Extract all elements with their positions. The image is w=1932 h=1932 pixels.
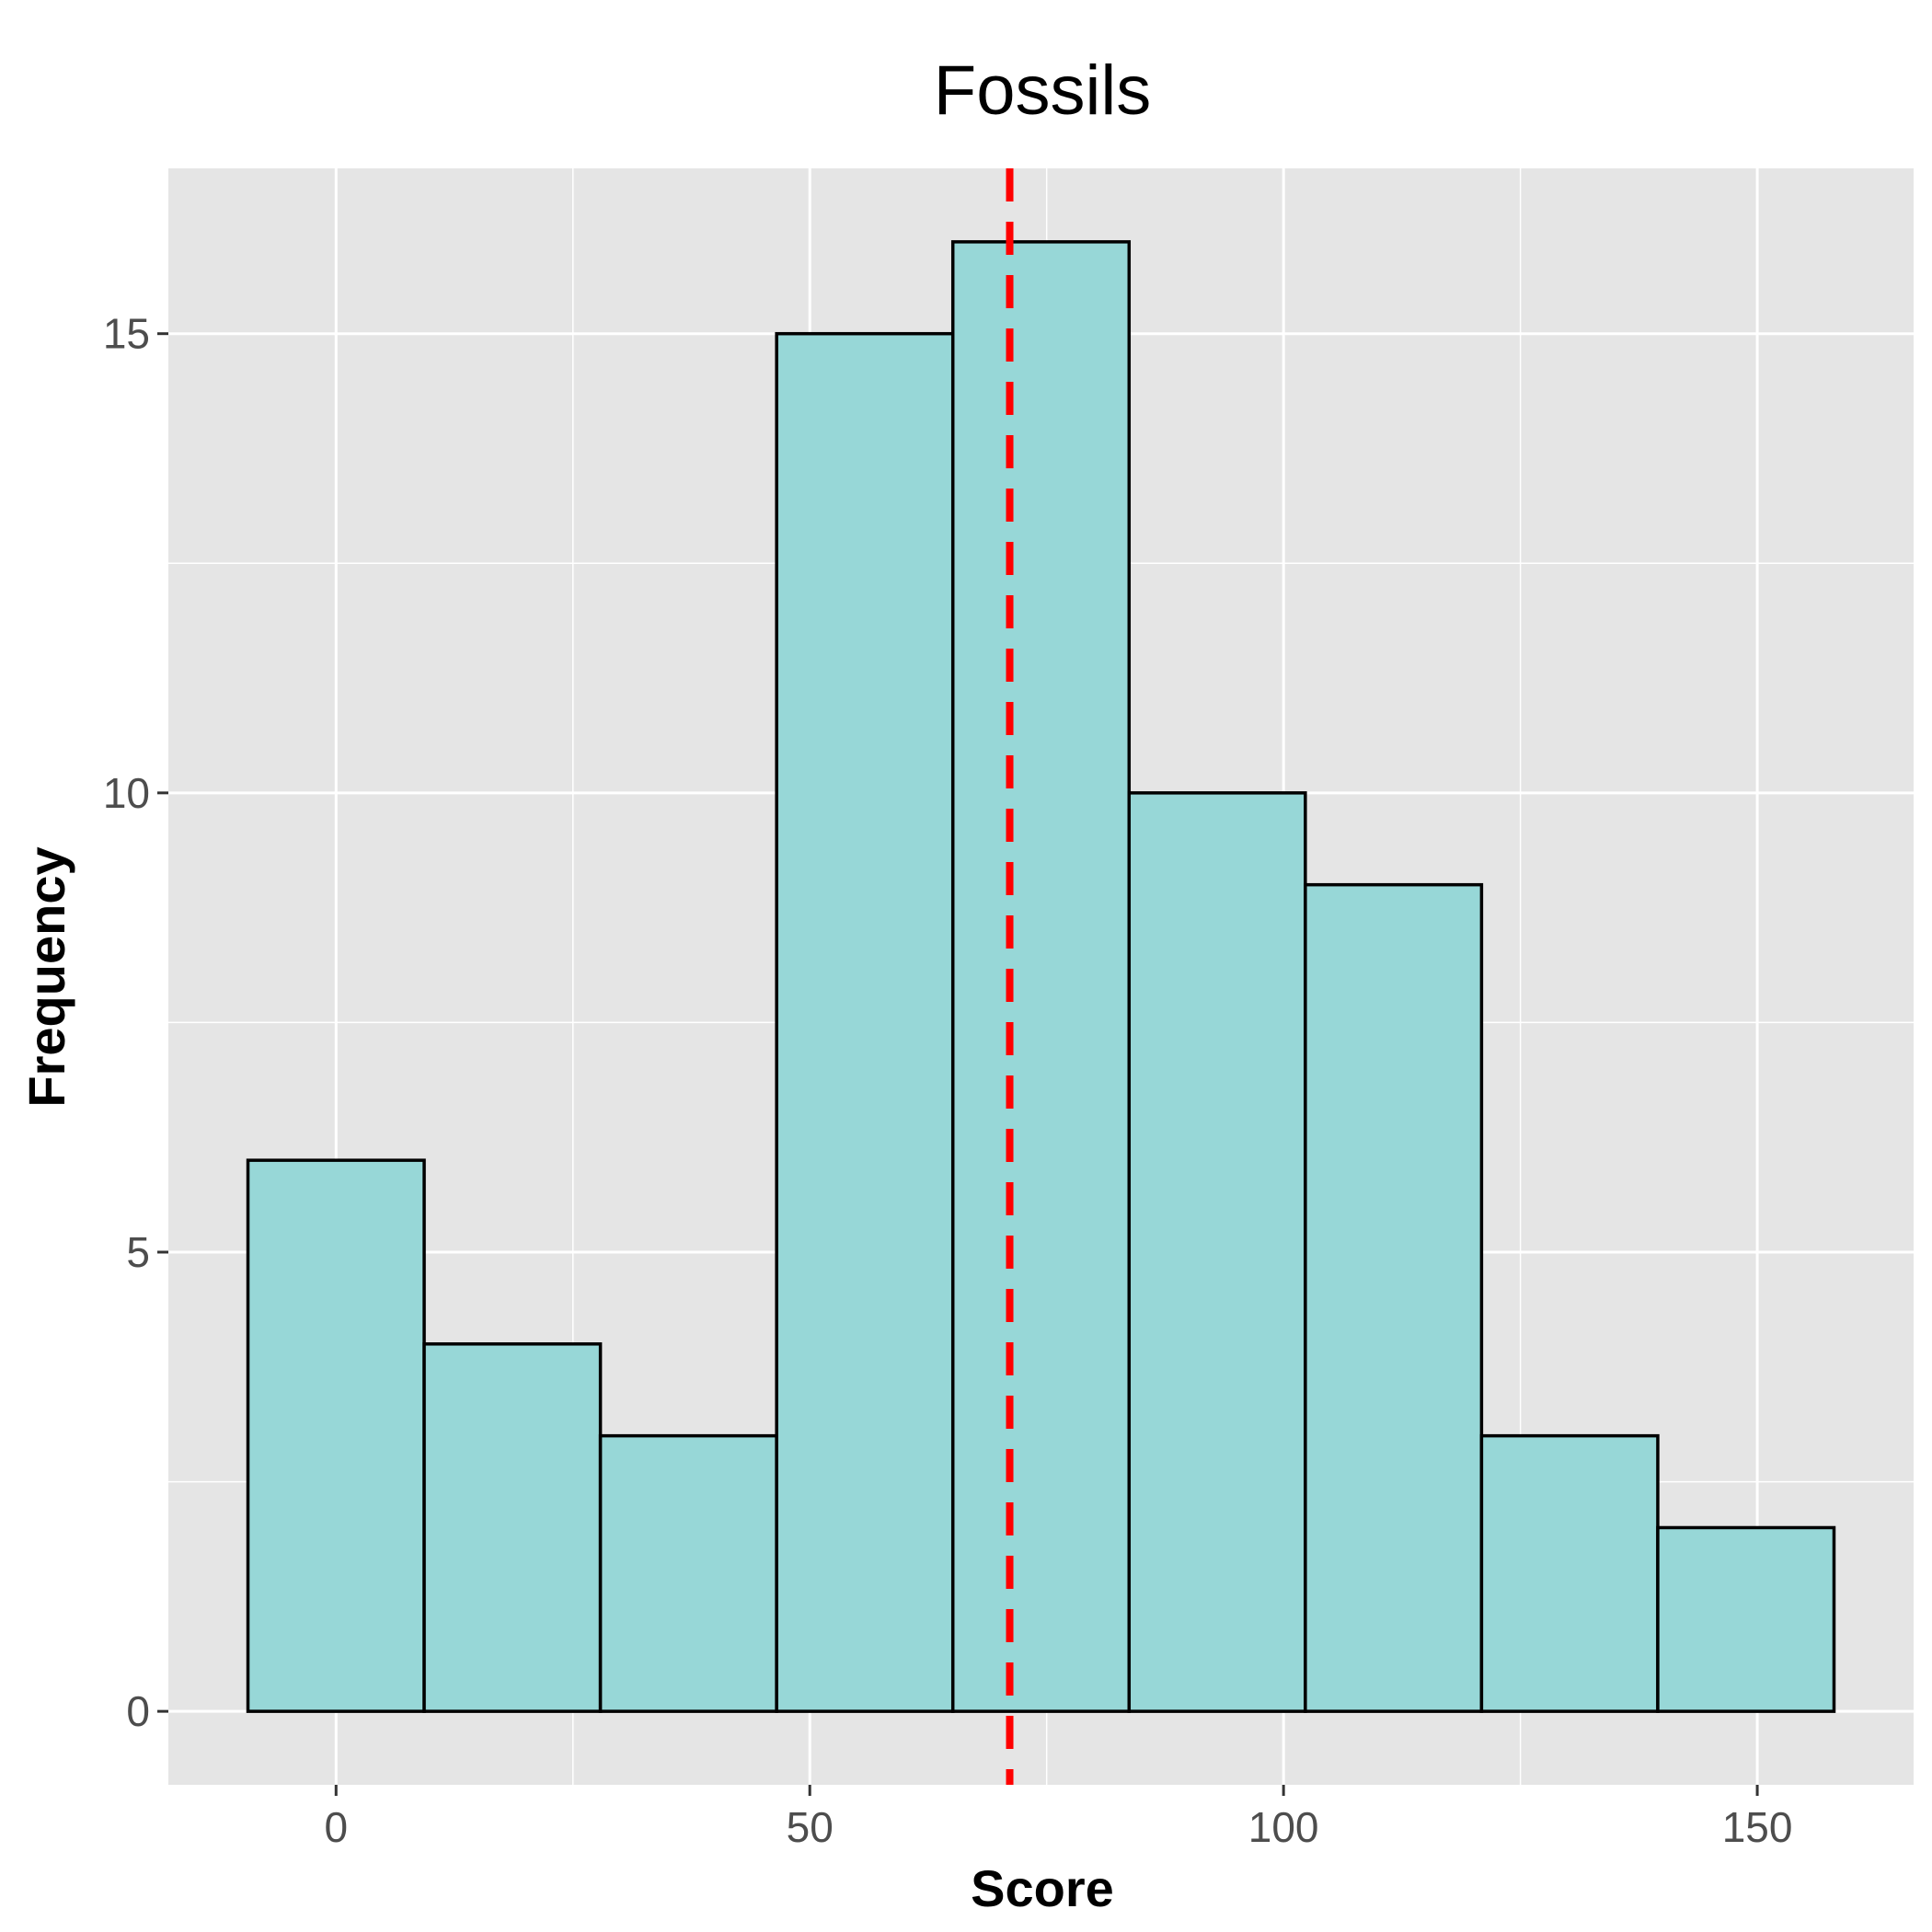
y-axis-title: Frequency: [17, 846, 75, 1107]
x-tick-label: 50: [787, 1803, 834, 1851]
x-axis-title: Score: [971, 1859, 1114, 1917]
histogram-bar: [950, 240, 1132, 1713]
y-tick-label: 5: [126, 1228, 150, 1276]
histogram-bar: [598, 1433, 778, 1713]
y-axis-ticks: 0 5 10 15: [103, 310, 168, 1735]
histogram-bar: [246, 1158, 426, 1713]
x-tick-label: 150: [1722, 1803, 1793, 1851]
x-tick-label: 100: [1248, 1803, 1319, 1851]
histogram-bar: [775, 331, 955, 1713]
histogram-bar: [1479, 1433, 1660, 1713]
histogram-bar: [1656, 1525, 1836, 1713]
x-tick-label: 0: [324, 1803, 348, 1851]
histogram-bar: [422, 1342, 603, 1713]
x-axis-ticks: 0 50 100 150: [324, 1785, 1792, 1851]
histogram-bars: [246, 240, 1836, 1713]
chart-title: Fossils: [934, 52, 1151, 130]
histogram-bar: [1304, 882, 1484, 1713]
y-tick-label: 10: [103, 769, 150, 817]
y-tick-label: 0: [126, 1687, 150, 1735]
y-tick-label: 15: [103, 310, 150, 358]
histogram-bar: [1127, 791, 1307, 1713]
